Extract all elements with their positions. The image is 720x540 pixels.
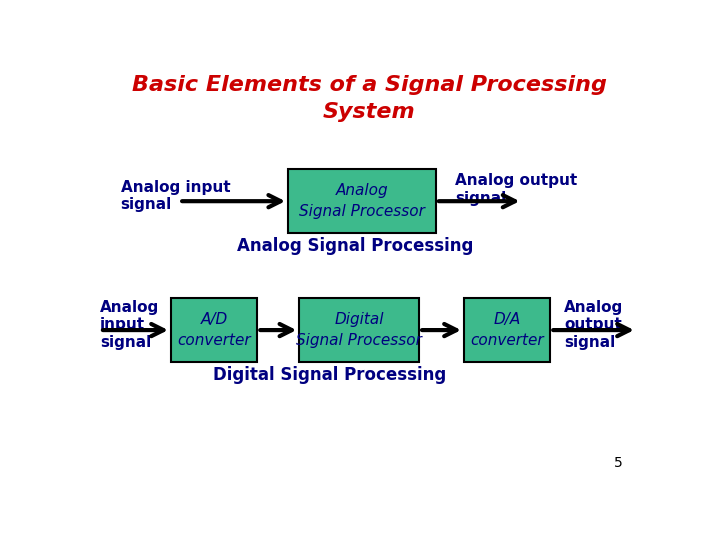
Text: Analog
Signal Processor: Analog Signal Processor	[299, 183, 425, 219]
Text: Analog output
signal: Analog output signal	[456, 173, 577, 206]
Text: 5: 5	[614, 456, 623, 470]
Text: Basic Elements of a Signal Processing
System: Basic Elements of a Signal Processing Sy…	[132, 75, 606, 122]
Text: Digital
Signal Processor: Digital Signal Processor	[297, 312, 422, 348]
Text: D/A
converter: D/A converter	[470, 312, 544, 348]
FancyBboxPatch shape	[300, 298, 419, 362]
Text: A/D
converter: A/D converter	[177, 312, 251, 348]
Text: Analog
output
signal: Analog output signal	[564, 300, 624, 349]
FancyBboxPatch shape	[464, 298, 550, 362]
Text: Digital Signal Processing: Digital Signal Processing	[213, 366, 446, 383]
FancyBboxPatch shape	[171, 298, 258, 362]
Text: Analog input
signal: Analog input signal	[121, 180, 230, 212]
Text: Analog
input
signal: Analog input signal	[100, 300, 159, 349]
FancyBboxPatch shape	[288, 168, 436, 233]
Text: Analog Signal Processing: Analog Signal Processing	[237, 237, 473, 255]
